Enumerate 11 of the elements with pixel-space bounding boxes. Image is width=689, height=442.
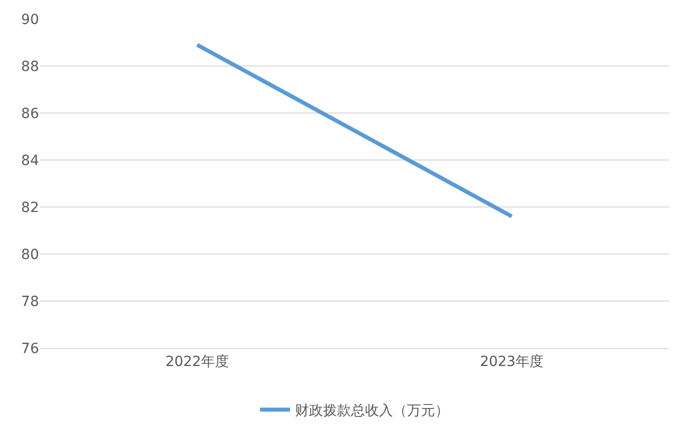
x-tick-label: 2023年度 bbox=[480, 354, 544, 370]
y-tick-label: 76 bbox=[21, 340, 40, 357]
x-tick-label: 2022年度 bbox=[165, 354, 230, 370]
y-tick-label: 82 bbox=[21, 200, 39, 216]
y-tick-label: 86 bbox=[21, 106, 40, 122]
y-tick-label: 84 bbox=[21, 152, 40, 169]
y-tick-label: 88 bbox=[21, 58, 39, 75]
y-tick-label: 90 bbox=[21, 12, 39, 28]
y-tick-label: 80 bbox=[21, 246, 39, 263]
legend-label: 财政拨款总收入（万元） bbox=[295, 403, 449, 420]
y-tick-label: 78 bbox=[21, 294, 39, 310]
